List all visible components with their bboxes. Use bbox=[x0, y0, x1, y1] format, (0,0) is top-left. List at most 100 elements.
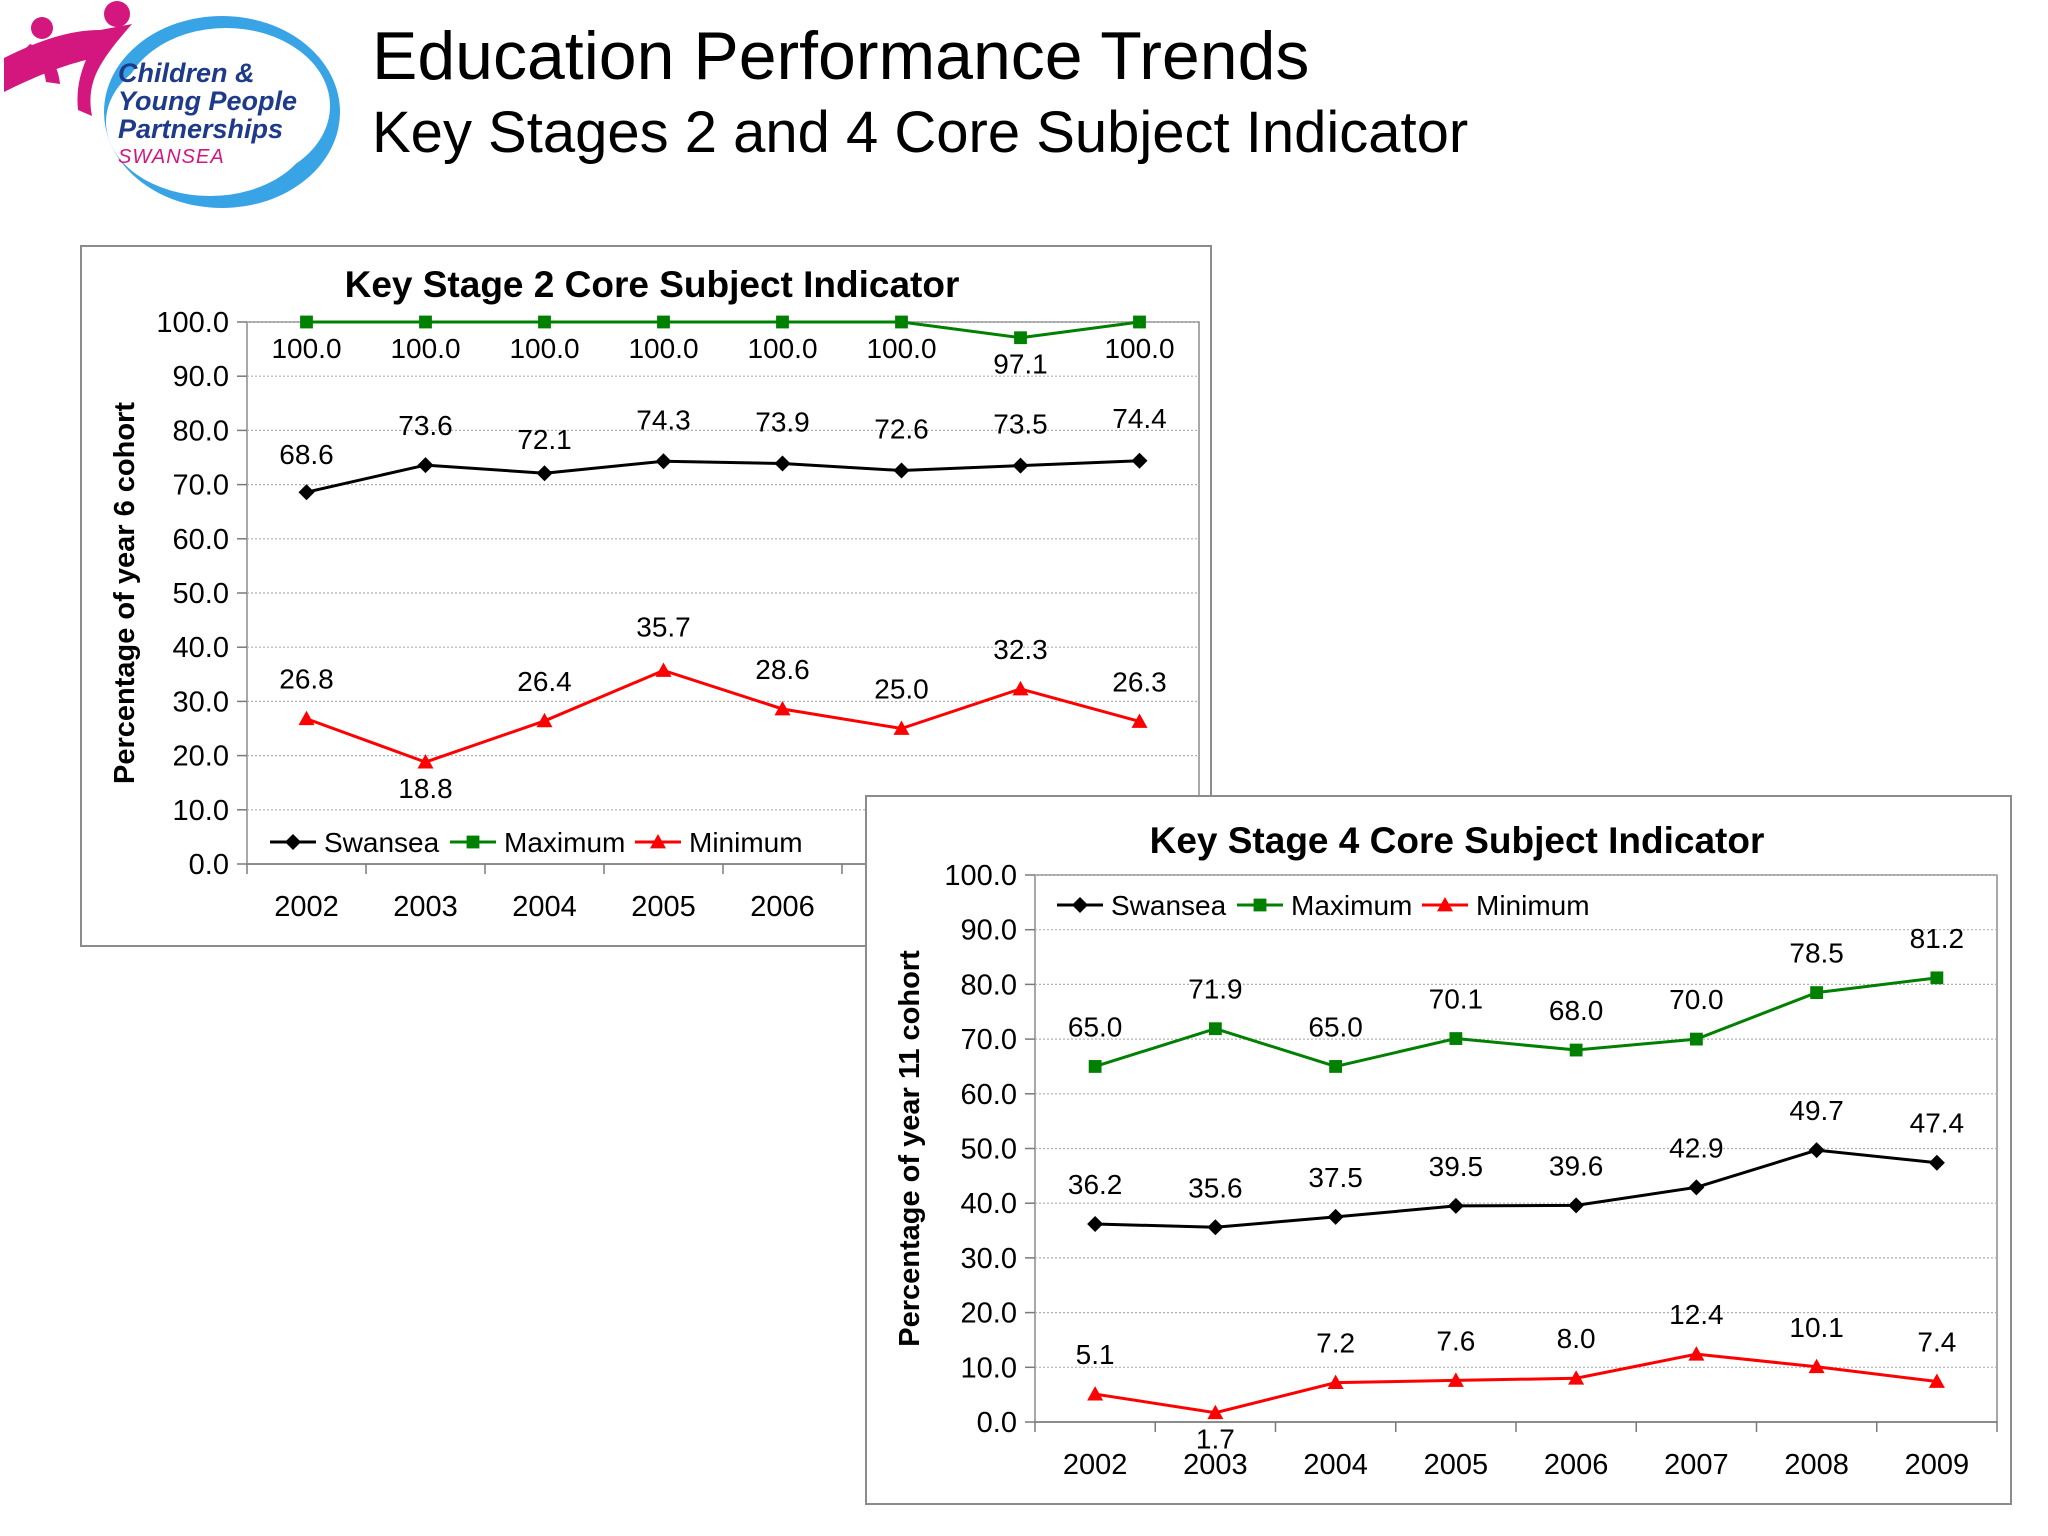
ks4-maximum-point bbox=[1689, 1032, 1703, 1046]
ks2-y-tick-label: 60.0 bbox=[173, 524, 229, 556]
ks2-legend-marker-swansea bbox=[285, 834, 301, 850]
ks4-maximum-point bbox=[1930, 971, 1944, 985]
ks4-x-tick-label-2007: 2007 bbox=[1664, 1449, 1729, 1481]
ks2-swansea-data-label: 72.6 bbox=[874, 414, 929, 445]
ks2-swansea-point bbox=[536, 465, 553, 482]
ks4-maximum-data-label: 78.5 bbox=[1789, 938, 1844, 969]
ks4-maximum-point bbox=[1449, 1032, 1463, 1045]
ks2-legend-marker-maximum bbox=[466, 835, 480, 849]
ks2-y-tick-label: 10.0 bbox=[173, 795, 229, 827]
ks4-chart-svg: 0.0 10.0 20.0 30.0 40.0 50.0 60.0 70.0 80.0 90.0 1… bbox=[894, 820, 1998, 1481]
ks4-minimum-point bbox=[1568, 1370, 1585, 1385]
page-title: Education Performance Trends bbox=[372, 18, 1310, 94]
ks2-maximum-point bbox=[776, 315, 789, 329]
ks4-maximum-data-label: 70.1 bbox=[1429, 984, 1484, 1015]
ks2-minimum-data-label: 18.8 bbox=[398, 773, 453, 804]
ks2-maximum-data-label: 100.0 bbox=[1104, 333, 1174, 364]
ks4-y-tick-label: 0.0 bbox=[977, 1407, 1017, 1439]
ks2-legend-label-swansea: Swansea bbox=[324, 827, 440, 858]
ks4-chart-title: Key Stage 4 Core Subject Indicator bbox=[1150, 820, 1765, 861]
ks4-maximum-data-label: 81.2 bbox=[1910, 923, 1965, 954]
ks4-swansea-data-label: 36.2 bbox=[1068, 1169, 1123, 1200]
ks4-minimum-point bbox=[1447, 1372, 1464, 1387]
ks4-minimum-data-label: 8.0 bbox=[1557, 1323, 1596, 1354]
ks2-x-tick-label-2004: 2004 bbox=[512, 891, 577, 923]
ks2-series-line-swansea bbox=[306, 459, 1140, 494]
ks4-legend-marker-swansea bbox=[1072, 897, 1088, 913]
ks4-series-line-minimum bbox=[1094, 1352, 1938, 1415]
ks4-x-tick-label-2005: 2005 bbox=[1424, 1449, 1489, 1481]
ks2-maximum-point bbox=[538, 315, 551, 329]
ks4-minimum-point bbox=[1327, 1374, 1344, 1390]
ks4-maximum-point bbox=[1329, 1060, 1343, 1073]
ks2-y-tick-label: 30.0 bbox=[173, 686, 229, 718]
ks4-maximum-point bbox=[1810, 986, 1824, 1000]
ks2-x-tick-label-2002: 2002 bbox=[274, 891, 339, 923]
ks2-maximum-point bbox=[1133, 315, 1146, 329]
ks2-y-tick-label: 0.0 bbox=[189, 849, 229, 881]
ks4-y-tick-label: 10.0 bbox=[961, 1352, 1017, 1384]
ks4-x-tick-label-2009: 2009 bbox=[1905, 1449, 1970, 1481]
ks2-series-line-minimum bbox=[305, 668, 1140, 764]
ks4-minimum-point bbox=[1688, 1346, 1705, 1361]
ks4-legend-marker-maximum bbox=[1253, 898, 1267, 912]
logo-figure-body-2 bbox=[24, 44, 60, 84]
logo-figure-head-small bbox=[31, 17, 53, 39]
ks4-swansea-point bbox=[1087, 1215, 1104, 1232]
ks2-minimum-point bbox=[536, 712, 553, 728]
ks4-y-tick-label: 20.0 bbox=[961, 1298, 1017, 1330]
ks2-y-axis-label: Percentage of year 6 cohort bbox=[109, 402, 141, 784]
ks2-swansea-point bbox=[1012, 457, 1029, 474]
ks2-swansea-data-label: 72.1 bbox=[517, 424, 572, 455]
ks2-legend-label-minimum: Minimum bbox=[689, 827, 803, 858]
ks2-maximum-data-label: 97.1 bbox=[993, 349, 1048, 380]
logo-text-line3: Partnerships bbox=[118, 114, 283, 144]
ks4-swansea-data-label: 39.6 bbox=[1549, 1150, 1604, 1181]
ks4-y-tick-label: 90.0 bbox=[961, 915, 1017, 947]
ks2-minimum-data-label: 35.7 bbox=[636, 612, 691, 643]
logo-text-line2: Young People bbox=[118, 86, 297, 116]
logo-text-line1: Children & bbox=[118, 58, 255, 88]
ks4-minimum-data-label: 10.1 bbox=[1789, 1312, 1844, 1343]
ks2-y-tick-label: 80.0 bbox=[173, 415, 229, 447]
ks4-x-tick-label-2008: 2008 bbox=[1784, 1449, 1849, 1481]
ks2-x-tick-label-2003: 2003 bbox=[393, 891, 458, 923]
ks4-y-tick-label: 30.0 bbox=[961, 1243, 1017, 1275]
ks2-swansea-data-label: 68.6 bbox=[279, 439, 334, 470]
ks2-swansea-point bbox=[417, 457, 434, 474]
ks4-y-tick-label: 70.0 bbox=[961, 1024, 1017, 1056]
ks4-maximum-point bbox=[1088, 1060, 1102, 1073]
ks4-legend-label-minimum: Minimum bbox=[1476, 890, 1590, 921]
ks4-maximum-data-label: 65.0 bbox=[1068, 1011, 1123, 1042]
ks2-minimum-data-label: 26.3 bbox=[1112, 666, 1167, 697]
ks4-maximum-data-label: 71.9 bbox=[1188, 974, 1243, 1005]
ks2-minimum-data-label: 32.3 bbox=[993, 634, 1048, 665]
ks4-y-tick-label: 100.0 bbox=[944, 860, 1017, 892]
ks2-x-tick-label-2006: 2006 bbox=[750, 891, 815, 923]
ks4-swansea-point bbox=[1688, 1179, 1705, 1196]
ks2-minimum-data-label: 25.0 bbox=[874, 674, 929, 705]
ks2-maximum-point bbox=[419, 315, 432, 329]
ks2-maximum-data-label: 100.0 bbox=[390, 333, 460, 364]
ks2-swansea-point bbox=[655, 453, 672, 470]
ks4-minimum-point bbox=[1928, 1373, 1945, 1388]
ks4-swansea-point bbox=[1808, 1142, 1825, 1159]
ks4-minimum-point bbox=[1808, 1358, 1825, 1374]
ks2-series-line-maximum bbox=[306, 320, 1140, 340]
ks2-maximum-data-label: 100.0 bbox=[271, 333, 341, 364]
ks2-x-tick-label-2005: 2005 bbox=[631, 891, 696, 923]
ks4-minimum-data-label: 12.4 bbox=[1669, 1299, 1724, 1330]
ks4-swansea-point bbox=[1447, 1197, 1464, 1214]
ks4-minimum-data-label: 7.2 bbox=[1316, 1328, 1355, 1359]
ks2-y-tick-label: 70.0 bbox=[173, 470, 229, 502]
ks2-minimum-point bbox=[1012, 680, 1029, 696]
ks4-x-tick-label-2003: 2003 bbox=[1183, 1449, 1248, 1481]
ks2-swansea-point bbox=[298, 484, 315, 501]
ks4-maximum-data-label: 65.0 bbox=[1308, 1011, 1363, 1042]
ks2-y-tick-label: 40.0 bbox=[173, 632, 229, 664]
ks4-legend-marker-minimum bbox=[1437, 897, 1453, 912]
ks4-minimum-data-label: 7.4 bbox=[1917, 1327, 1956, 1358]
ks4-x-tick-label-2002: 2002 bbox=[1063, 1449, 1128, 1481]
ks2-minimum-data-label: 28.6 bbox=[755, 654, 810, 685]
logo-white-inner bbox=[106, 48, 314, 196]
